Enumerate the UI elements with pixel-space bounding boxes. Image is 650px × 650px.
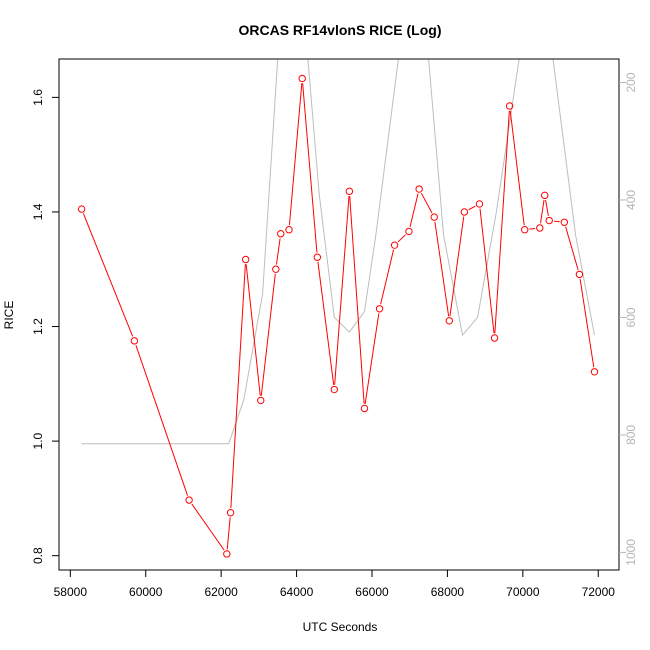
- red-series-point: [560, 218, 569, 226]
- y-right-tick-label: 600: [624, 307, 638, 327]
- red-series-segment: [420, 192, 433, 214]
- x-tick-label: 72000: [582, 585, 616, 599]
- red-series-point: [541, 191, 549, 200]
- y-tick-label: 1.6: [31, 89, 45, 106]
- x-axis: 58000 60000 62000 64000 66000 68000 70000 72000: [54, 570, 616, 599]
- red-series-point: [298, 74, 306, 83]
- grey-series-layer: [81, 59, 595, 445]
- red-series-point: [226, 509, 235, 517]
- x-tick-label: 68000: [431, 585, 465, 599]
- red-series-point: [590, 368, 599, 376]
- red-series-segment: [380, 249, 395, 305]
- red-series-point: [375, 305, 384, 313]
- red-series-point: [390, 241, 399, 249]
- red-series-point: [521, 226, 529, 234]
- y-right-tick-label: 200: [624, 72, 638, 92]
- red-series-segment: [553, 220, 560, 223]
- red-series-point: [130, 337, 139, 345]
- red-series-segment: [494, 110, 510, 334]
- red-series-point: [536, 224, 544, 232]
- red-series-point: [545, 216, 553, 225]
- red-series-point: [505, 102, 514, 110]
- red-series-segment: [468, 205, 476, 211]
- y-tick-label: 1.0: [31, 432, 45, 449]
- red-series-point: [277, 230, 285, 238]
- red-series-point: [575, 270, 584, 279]
- red-series-segment: [317, 261, 335, 385]
- plot-frame: [58, 58, 620, 571]
- red-series-segment: [275, 238, 281, 265]
- red-series-point: [475, 200, 484, 208]
- red-series-point: [257, 396, 265, 405]
- y-axis: 0.8 1.0 1.2 1.4 1.6: [31, 89, 59, 564]
- red-series-segment: [479, 208, 495, 334]
- red-series-segment: [82, 213, 134, 337]
- red-series-segment: [135, 345, 189, 496]
- y-tick-label: 1.2: [31, 318, 45, 335]
- red-series-point: [490, 334, 499, 342]
- grey-series-line: [81, 59, 595, 445]
- x-tick-label: 66000: [355, 585, 389, 599]
- red-series-segment: [230, 264, 246, 509]
- red-series-segment: [349, 195, 365, 404]
- red-series-segment: [565, 226, 579, 271]
- red-series-segment: [545, 199, 549, 217]
- red-series-point: [285, 226, 293, 234]
- y-tick-label: 0.8: [31, 547, 45, 564]
- red-series-point: [241, 255, 250, 264]
- x-tick-label: 70000: [506, 585, 540, 599]
- red-series-point: [330, 385, 338, 394]
- red-series-point: [360, 404, 369, 413]
- red-series-segment: [540, 199, 545, 224]
- red-series-segment: [397, 234, 406, 243]
- red-series-segment: [579, 278, 595, 368]
- red-series-point: [77, 205, 86, 213]
- red-series-segment: [364, 313, 380, 404]
- red-series-segment: [434, 221, 450, 317]
- y-right-tick-label: 800: [624, 425, 638, 445]
- red-series-segment: [245, 264, 261, 396]
- red-series-point: [415, 185, 423, 193]
- y-axis-label: RICE: [2, 301, 16, 330]
- y-right-tick-label: 1000: [624, 539, 638, 566]
- red-series-point: [445, 317, 454, 325]
- red-series-point: [272, 265, 280, 273]
- x-tick-label: 58000: [54, 585, 88, 599]
- red-series-segment: [509, 110, 525, 226]
- red-series-segment: [409, 193, 419, 227]
- red-series-point: [313, 253, 322, 261]
- red-series-point: [185, 496, 193, 504]
- red-series-segment: [191, 503, 225, 551]
- x-tick-label: 64000: [280, 585, 314, 599]
- red-series-segment: [449, 216, 465, 317]
- red-series-segment: [288, 83, 303, 226]
- red-series-point: [460, 208, 469, 216]
- x-tick-label: 62000: [204, 585, 238, 599]
- red-series-segment: [260, 273, 276, 396]
- red-series-segment: [529, 228, 536, 230]
- chart-title: ORCAS RF14vlonS RICE (Log): [238, 22, 441, 38]
- red-series-segment: [334, 195, 350, 385]
- red-series-segment: [226, 517, 231, 550]
- red-series-point: [430, 213, 438, 221]
- red-series-layer: [77, 74, 599, 558]
- y-tick-label: 1.4: [31, 203, 45, 220]
- red-series-point: [345, 187, 354, 196]
- red-series-point: [223, 550, 231, 558]
- red-series-point: [405, 227, 413, 236]
- red-series-segment: [302, 83, 318, 253]
- y-right-tick-label: 400: [624, 190, 638, 210]
- y-axis-right: 200 400 600 800 1000: [619, 72, 638, 566]
- x-axis-label: UTC Seconds: [303, 620, 378, 634]
- x-tick-label: 60000: [129, 585, 163, 599]
